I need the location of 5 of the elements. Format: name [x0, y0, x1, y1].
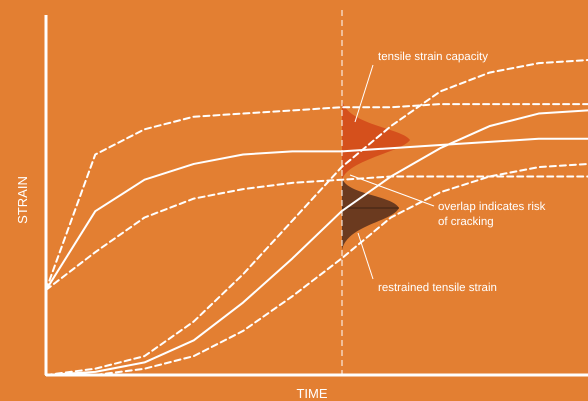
annotation: restrained tensile strain — [378, 282, 497, 294]
x-axis-title: TIME — [296, 386, 328, 401]
annotation: tensile strain capacity — [378, 51, 488, 63]
y-axis-title: STRAIN — [15, 176, 30, 224]
annotation: overlap indicates risk of cracking — [438, 201, 546, 228]
